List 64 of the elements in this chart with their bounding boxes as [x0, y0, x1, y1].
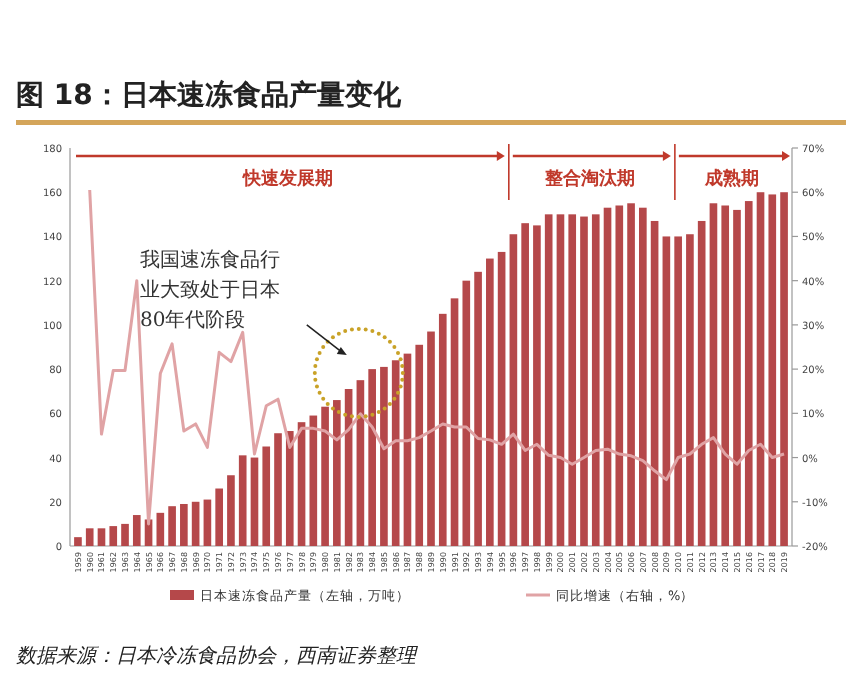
bar [462, 280, 471, 546]
bar [250, 457, 259, 546]
bar [733, 209, 741, 546]
bar [74, 537, 82, 546]
source-note: 数据来源：日本冷冻食品协会，西南证券整理 [16, 644, 418, 668]
bar [203, 499, 212, 546]
bar [427, 331, 435, 546]
bar [627, 203, 635, 546]
bar [262, 446, 271, 546]
bar [709, 203, 718, 546]
bar [509, 234, 518, 546]
bar [368, 369, 376, 546]
bar [615, 205, 624, 546]
bar [450, 298, 459, 546]
bar [674, 236, 682, 546]
bar [521, 223, 529, 546]
bar [403, 353, 412, 546]
bar [380, 366, 388, 546]
bar [686, 234, 694, 546]
bar [391, 360, 400, 546]
annotation: 我国速冻食品行业大致处于日本80年代阶段 [140, 248, 280, 332]
bar [356, 380, 365, 546]
bar [191, 501, 200, 546]
bar [438, 313, 447, 546]
bar [591, 214, 600, 546]
bar [603, 207, 612, 546]
bar [168, 506, 176, 546]
bar [97, 528, 106, 546]
bar [415, 344, 424, 546]
bar [768, 194, 777, 546]
bar [238, 455, 247, 546]
bar [474, 271, 482, 546]
annotation: 成熟期 [703, 168, 760, 190]
bar [756, 192, 765, 546]
bar [132, 515, 141, 546]
bar [662, 236, 671, 546]
bar [274, 433, 282, 546]
bar [580, 216, 588, 546]
bar [109, 526, 118, 546]
bar [568, 214, 577, 546]
bar [697, 220, 706, 546]
bar [309, 415, 318, 546]
bar [721, 205, 730, 546]
bar [85, 528, 94, 546]
bar [227, 475, 235, 546]
bar [544, 214, 553, 546]
bar [333, 400, 341, 546]
bar [121, 523, 129, 546]
bar [486, 258, 494, 546]
annotation: 整合淘汰期 [542, 168, 635, 190]
bar [556, 214, 565, 546]
bar [639, 207, 647, 546]
bar [285, 431, 294, 546]
bar [156, 512, 165, 546]
bar [215, 488, 223, 546]
bar [744, 201, 753, 546]
bar [533, 225, 541, 546]
chart-title: 图 18：日本速冻食品产量变化 [16, 78, 403, 112]
bar [497, 251, 506, 546]
line-series [88, 188, 786, 526]
annotation: 快速发展期 [241, 168, 334, 190]
bar [780, 192, 788, 546]
bar [650, 220, 659, 546]
bar [180, 503, 188, 546]
